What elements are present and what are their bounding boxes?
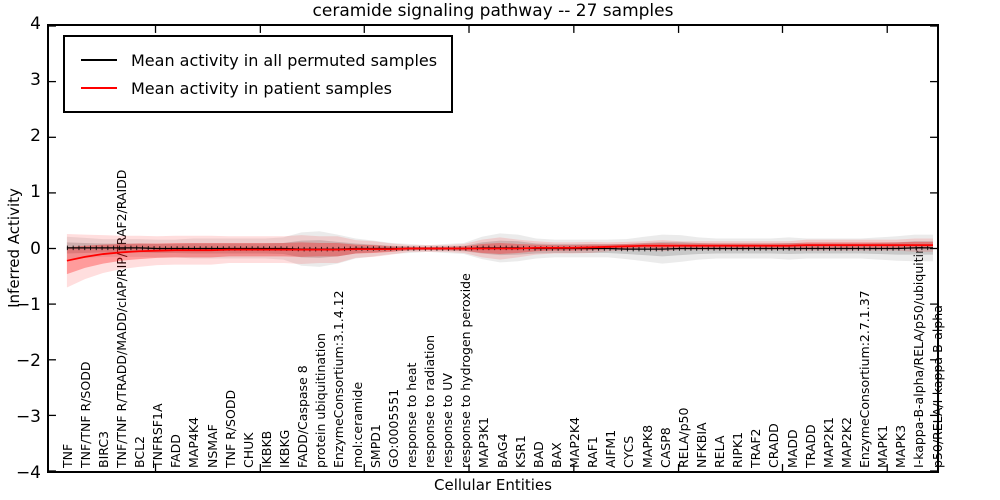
legend: Mean activity in all permuted samples Mea… [63, 35, 454, 113]
plot-area: Mean activity in all permuted samples Mea… [47, 24, 945, 473]
chart-title: ceramide signaling pathway -- 27 samples [312, 1, 674, 21]
mean-patient-line [66, 244, 934, 262]
y-tick-label: −4 [15, 463, 41, 483]
chart-canvas [49, 26, 937, 471]
y-tick-label: −3 [15, 406, 41, 427]
y-tick-label: −2 [15, 350, 41, 371]
y-tick-label: 3 [30, 70, 41, 91]
legend-item: Mean activity in all permuted samples [73, 46, 437, 74]
y-tick-label: 1 [30, 182, 41, 203]
legend-line-sample-icon [81, 87, 117, 89]
y-tick-label: 0 [30, 238, 41, 259]
legend-line-sample-icon [81, 59, 117, 61]
x-axis-label: Cellular Entities [434, 476, 552, 494]
legend-label: Mean activity in patient samples [131, 78, 392, 98]
legend-item: Mean activity in patient samples [73, 74, 437, 102]
legend-label: Mean activity in all permuted samples [131, 50, 438, 70]
y-tick-label: −1 [15, 294, 41, 315]
y-tick-label: 2 [30, 126, 41, 147]
confidence-band-patient-outer [66, 234, 934, 288]
y-tick-label: 4 [30, 14, 41, 34]
